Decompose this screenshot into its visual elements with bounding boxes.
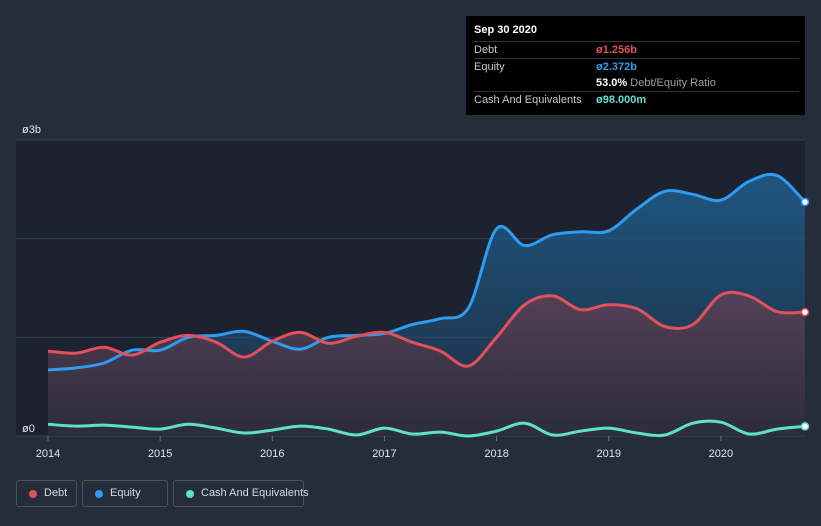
x-tick-label-2018: 2018 (484, 448, 508, 460)
legend-item-cash[interactable]: Cash And Equivalents (173, 480, 309, 507)
cash-and-equivalents-line (47, 419, 806, 438)
tooltip-cash-value: ø98.000m (596, 94, 647, 106)
series-lines (47, 172, 807, 438)
legend-item-debt[interactable]: Debt (16, 480, 77, 507)
legend-equity-label: Equity (110, 487, 141, 499)
y-axis-top-label: ø3b (22, 124, 41, 136)
legend-debt-label: Debt (44, 487, 68, 499)
x-tick-label-2020: 2020 (709, 448, 733, 460)
tooltip-date: Sep 30 2020 (474, 24, 537, 36)
debt-dot-icon (29, 490, 37, 498)
x-tick-label-2015: 2015 (148, 448, 172, 460)
equity-dot-icon (95, 490, 103, 498)
tooltip-panel: Sep 30 2020 Debt ø1.256b Equity ø2.372b … (466, 16, 805, 115)
cash-dot-icon (186, 490, 194, 498)
debt-area (48, 292, 805, 436)
legend-item-equity[interactable]: Equity (82, 480, 168, 507)
series-areas (48, 174, 805, 437)
legend-cash-label: Cash And Equivalents (201, 487, 309, 499)
tooltip-row-equity: Equity ø2.372b (474, 58, 799, 75)
tooltip-ratio: 53.0% Debt/Equity Ratio (596, 75, 716, 91)
tooltip-ratio-value: 53.0% (596, 77, 628, 89)
y-axis-zero-label: ø0 (22, 423, 35, 435)
debt-line (47, 290, 806, 368)
tooltip-ratio-label: Debt/Equity Ratio (630, 77, 716, 89)
tooltip-row-debt: Debt ø1.256b (474, 41, 799, 58)
tooltip-cash-label: Cash And Equivalents (474, 94, 582, 106)
end-markers (800, 197, 810, 431)
x-axis-ticks: 2014 2015 2016 2017 2018 2019 2020 (36, 436, 733, 460)
tooltip-row-ratio: 53.0% Debt/Equity Ratio (474, 75, 799, 91)
equity-end-marker[interactable] (800, 197, 810, 207)
cash-and-equivalents-end-marker[interactable] (800, 422, 810, 431)
tooltip-debt-label: Debt (474, 44, 498, 56)
x-tick-label-2017: 2017 (372, 448, 396, 460)
equity-line (47, 172, 807, 372)
x-tick-label-2014: 2014 (36, 448, 60, 460)
x-tick-label-2019: 2019 (596, 448, 620, 460)
tooltip-debt-value: ø1.256b (596, 44, 637, 56)
tooltip-equity-value: ø2.372b (596, 61, 637, 73)
tooltip-row-cash: Cash And Equivalents ø98.000m (474, 91, 799, 108)
tooltip-equity-label: Equity (474, 61, 505, 73)
debt-end-marker[interactable] (800, 307, 810, 317)
x-tick-label-2016: 2016 (260, 448, 284, 460)
